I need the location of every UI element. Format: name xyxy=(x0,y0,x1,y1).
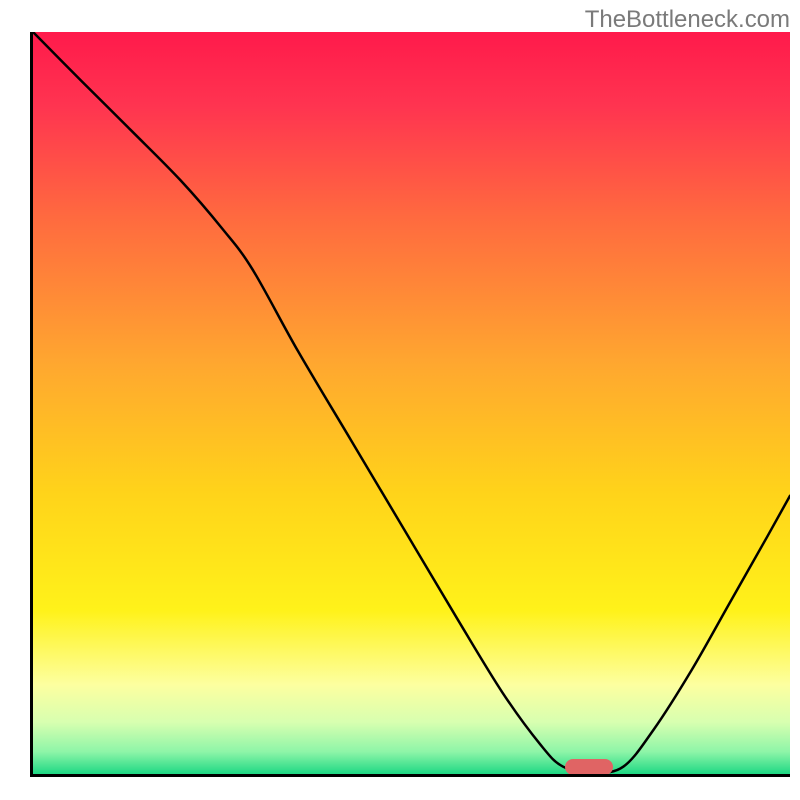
chart-frame: TheBottleneck.com xyxy=(0,0,800,800)
gradient-background xyxy=(33,32,790,774)
watermark-text: TheBottleneck.com xyxy=(585,6,790,34)
plot-area xyxy=(30,32,790,777)
optimum-marker xyxy=(565,759,613,775)
